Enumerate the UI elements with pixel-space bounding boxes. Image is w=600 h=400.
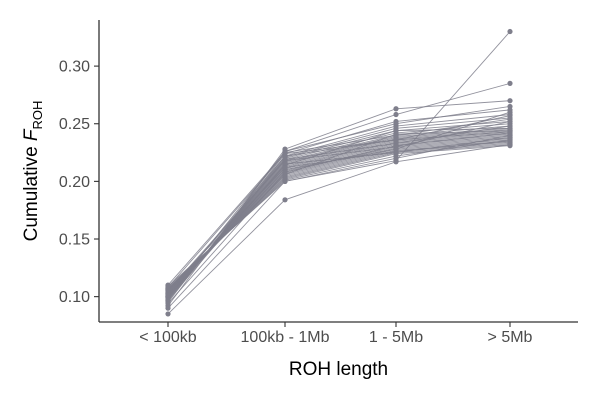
data-point xyxy=(165,300,171,307)
data-point xyxy=(507,28,513,35)
data-point xyxy=(393,148,399,154)
x-axis-ticks: < 100kb 100kb - 1Mb 1 - 5Mb > 5Mb xyxy=(139,322,533,346)
y-axis-ticks: 0.10 0.15 0.20 0.25 0.30 xyxy=(59,59,99,306)
series-line xyxy=(167,82,511,303)
y-tick-label: 0.10 xyxy=(59,289,90,306)
series-line xyxy=(167,140,511,291)
data-point xyxy=(165,311,171,317)
data-point xyxy=(393,143,399,149)
data-point xyxy=(282,197,288,203)
y-axis-title-italic: F xyxy=(21,128,42,141)
data-point xyxy=(393,155,399,161)
plot-area xyxy=(165,28,513,317)
data-point xyxy=(165,282,171,288)
data-point xyxy=(507,143,513,149)
axes xyxy=(98,20,578,323)
series-line xyxy=(167,132,511,304)
series-line xyxy=(167,31,511,309)
y-tick-label: 0.25 xyxy=(59,116,90,133)
data-point xyxy=(393,137,399,143)
x-tick-label: 1 - 5Mb xyxy=(369,329,423,346)
y-axis-title-subscript: ROH xyxy=(30,101,45,130)
series-line xyxy=(167,131,511,288)
series-line xyxy=(167,121,511,293)
data-point xyxy=(282,164,288,171)
series-line xyxy=(167,106,511,297)
data-point xyxy=(282,169,288,175)
data-point xyxy=(393,111,399,118)
series-line xyxy=(167,137,511,301)
data-point xyxy=(507,103,513,110)
y-axis-title-prefix: Cumulative xyxy=(21,141,42,241)
series-line xyxy=(167,145,511,289)
data-point xyxy=(507,98,513,104)
series-line xyxy=(167,125,511,292)
data-point xyxy=(507,116,513,122)
x-tick-label: 100kb - 1Mb xyxy=(241,329,330,346)
data-point xyxy=(165,287,171,293)
y-tick-label: 0.15 xyxy=(59,232,90,249)
y-tick-label: 0.30 xyxy=(59,59,90,76)
series-line xyxy=(167,100,511,307)
data-point xyxy=(507,123,513,129)
data-point xyxy=(507,109,513,115)
x-tick-label: > 5Mb xyxy=(488,329,533,346)
data-point xyxy=(282,178,288,184)
y-tick-label: 0.20 xyxy=(59,174,90,191)
series-line xyxy=(167,118,511,286)
data-point xyxy=(282,149,288,156)
x-axis-title: ROH length xyxy=(289,359,388,380)
data-point xyxy=(393,132,399,138)
series-line xyxy=(167,144,511,289)
data-point xyxy=(507,80,513,86)
data-point xyxy=(282,156,288,163)
data-point xyxy=(507,130,513,136)
data-point xyxy=(393,121,399,127)
data-point xyxy=(393,106,399,112)
series-line xyxy=(167,130,511,294)
y-axis-title: Cumulative FROH xyxy=(21,101,45,242)
series-line xyxy=(167,144,511,315)
data-point xyxy=(507,138,513,144)
x-tick-label: < 100kb xyxy=(139,329,196,346)
